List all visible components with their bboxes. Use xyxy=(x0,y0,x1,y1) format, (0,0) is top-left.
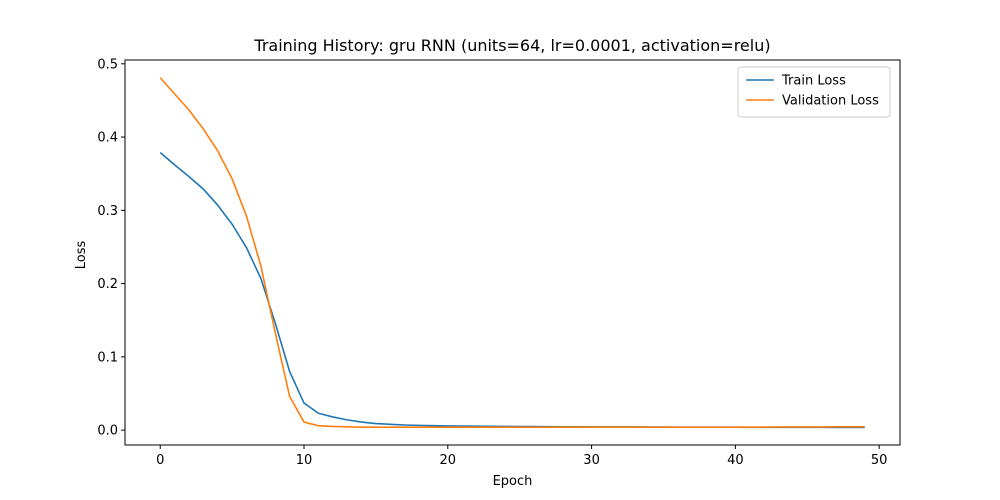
x-tick-label: 30 xyxy=(583,453,600,468)
legend-label: Train Loss xyxy=(781,74,846,89)
series-line-validation-loss xyxy=(159,77,865,429)
plot-frame xyxy=(124,59,901,446)
x-tick-label: 10 xyxy=(296,453,313,468)
x-tick-label: 40 xyxy=(727,453,744,468)
legend-label: Validation Loss xyxy=(782,94,879,109)
y-tick-label: 0.1 xyxy=(97,350,118,365)
legend: Train Loss Validation Loss xyxy=(737,66,891,118)
x-tick-label: 0 xyxy=(156,453,164,468)
x-tick-label: 50 xyxy=(871,453,888,468)
plot-area: 0 10 20 30 40 50 0.0 0.1 0.2 0.3 0.4 0.5 xyxy=(97,57,901,468)
chart-title: Training History: gru RNN (units=64, lr=… xyxy=(253,36,770,55)
x-axis-label: Epoch xyxy=(493,474,533,489)
y-tick-label: 0.3 xyxy=(97,204,118,219)
legend-box xyxy=(737,66,891,118)
y-tick-label: 0.5 xyxy=(97,57,118,72)
x-tick-label: 20 xyxy=(440,453,457,468)
y-tick-label: 0.0 xyxy=(97,424,118,439)
y-tick-label: 0.2 xyxy=(97,277,118,292)
y-axis-label: Loss xyxy=(74,241,89,270)
y-tick-label: 0.4 xyxy=(97,131,118,146)
